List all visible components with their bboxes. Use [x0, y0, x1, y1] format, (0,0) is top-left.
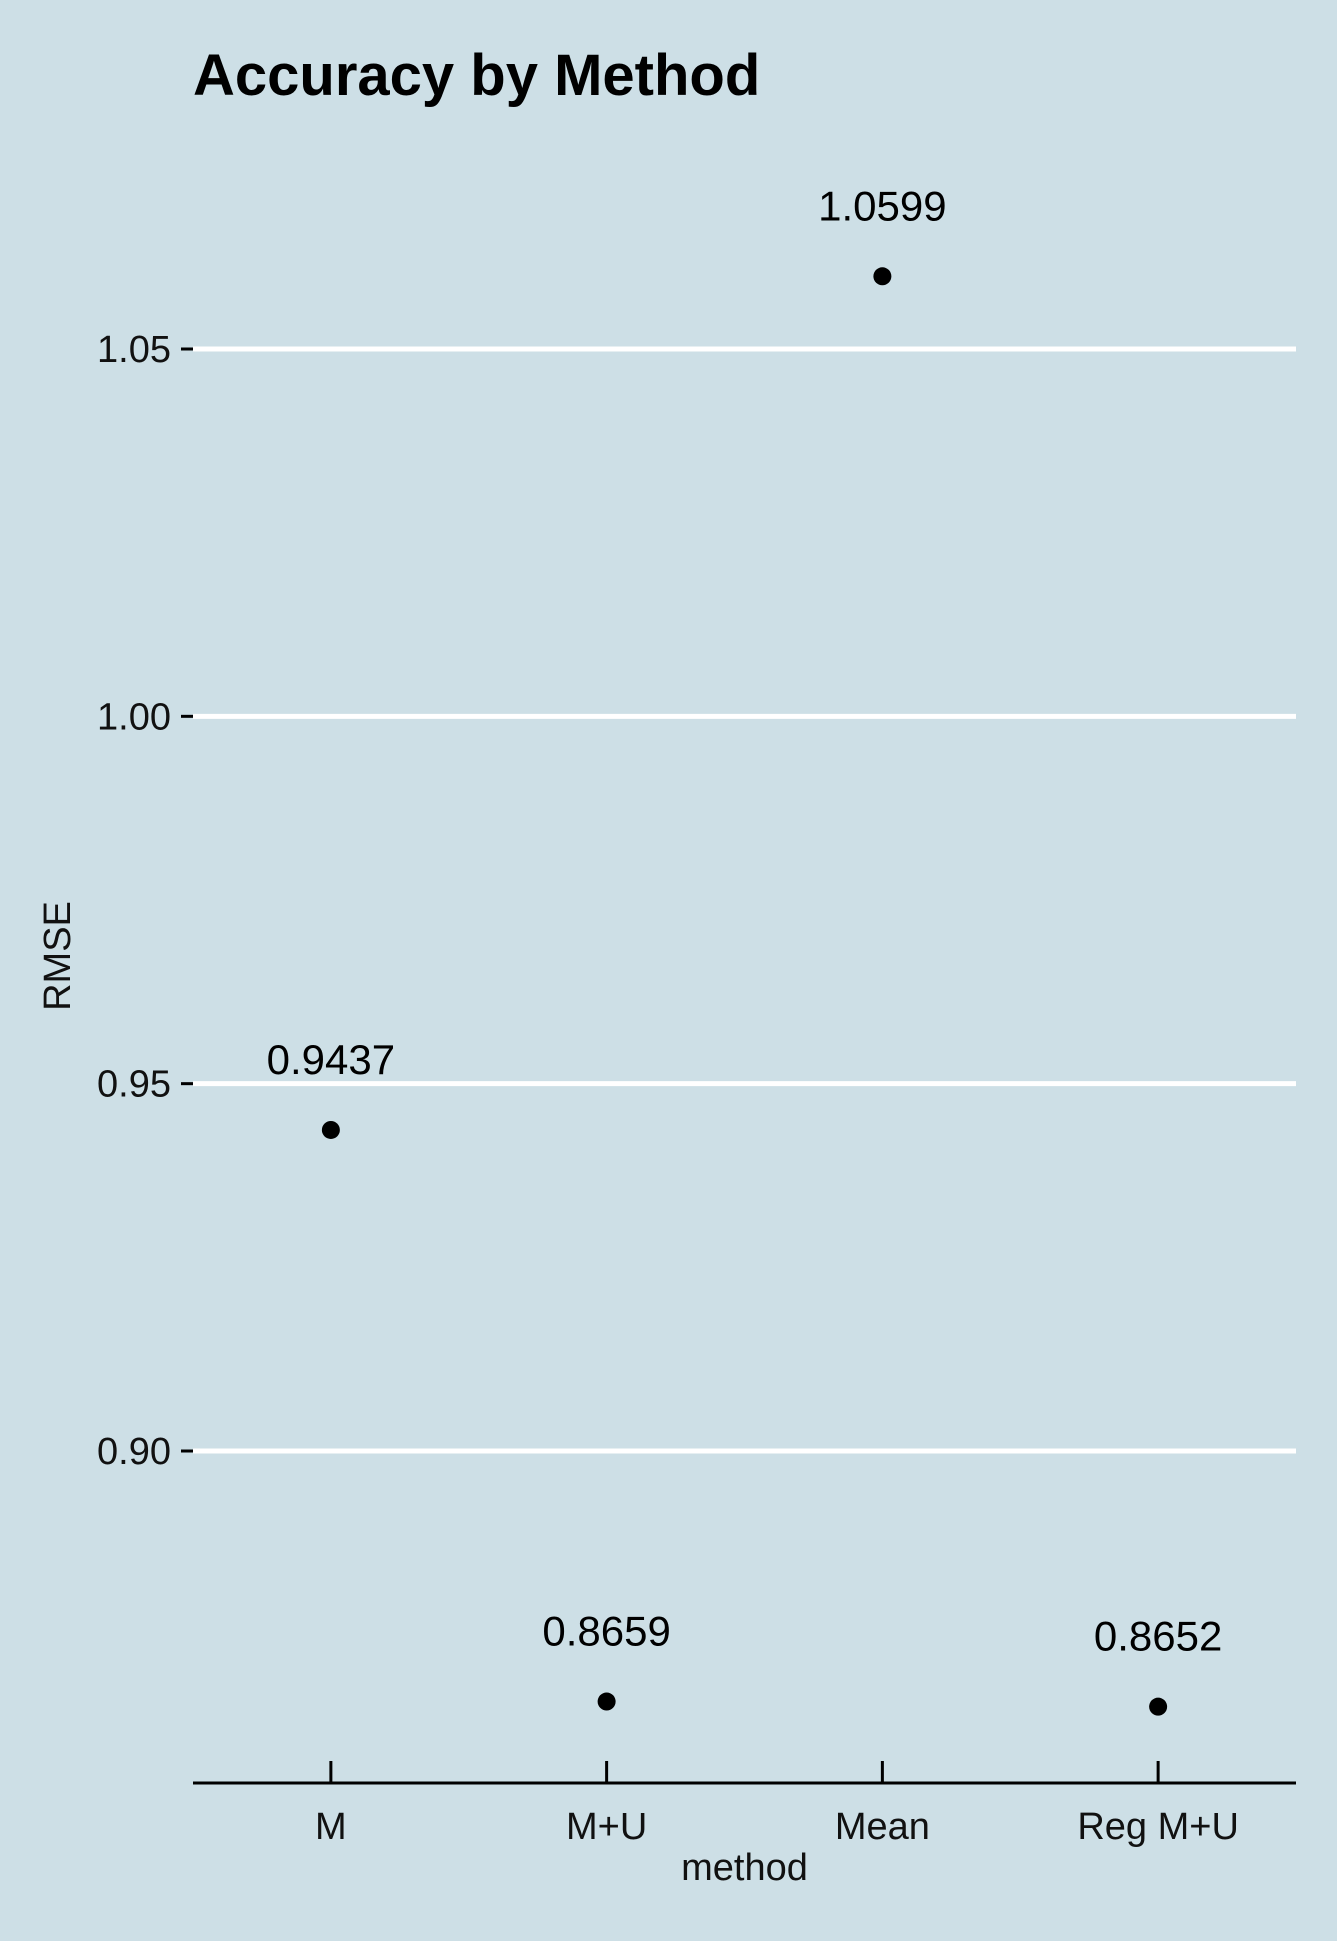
x-axis-title: method [681, 1847, 808, 1889]
x-tick-label: Reg M+U [1077, 1806, 1239, 1848]
data-label: 0.9437 [267, 1036, 395, 1083]
y-axis-title: RMSE [37, 901, 79, 1011]
y-tick-label: 0.90 [97, 1431, 171, 1473]
data-label: 1.0599 [818, 182, 946, 229]
y-tick-label: 1.05 [97, 329, 171, 371]
data-point [873, 267, 892, 286]
y-tick-label: 0.95 [97, 1064, 171, 1106]
x-axis: M M+U Mean Reg M+U [193, 1761, 1296, 1848]
y-axis: 0.90 0.95 1.00 1.05 [97, 329, 193, 1473]
data-point [1149, 1697, 1168, 1716]
data-point [321, 1120, 340, 1139]
x-tick-label: M+U [566, 1806, 647, 1848]
data-points [321, 267, 1168, 1716]
y-tick-label: 1.00 [97, 696, 171, 738]
data-point [597, 1692, 616, 1711]
x-tick-label: Mean [835, 1806, 930, 1848]
chart-title: Accuracy by Method [193, 43, 760, 108]
grid-lines [193, 346, 1296, 1454]
data-label: 0.8652 [1094, 1613, 1222, 1660]
data-labels: 0.9437 0.8659 1.0599 0.8652 [267, 182, 1223, 1659]
x-tick-label: M [315, 1806, 347, 1848]
data-label: 0.8659 [542, 1608, 670, 1655]
